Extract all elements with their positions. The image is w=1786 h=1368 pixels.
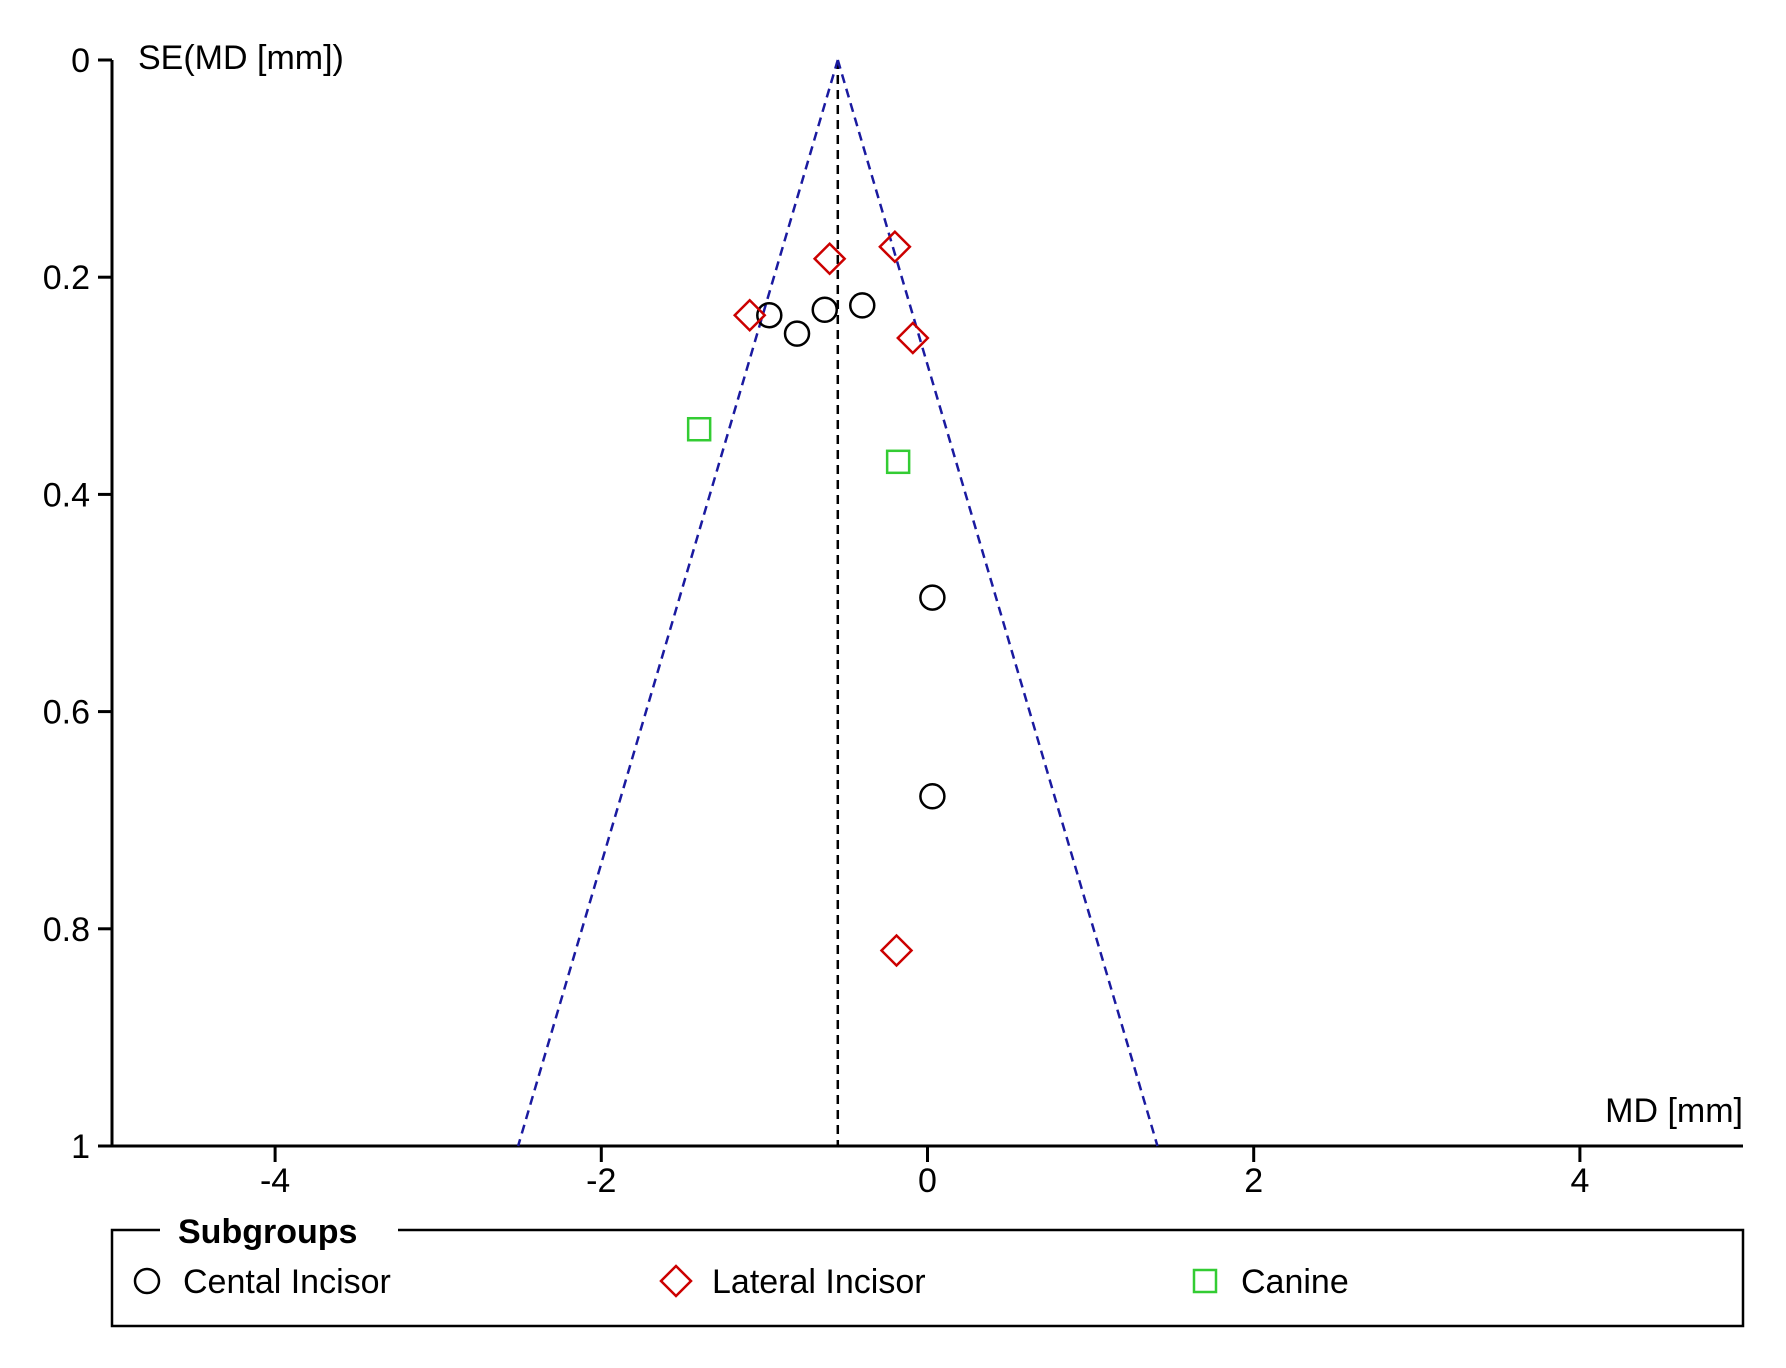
y-tick-label: 0 [71, 42, 90, 80]
funnel-right-limit [836, 59, 1159, 1147]
legend: Subgroups Cental Incisor Lateral Incisor C… [110, 1213, 1745, 1328]
x-tick-label: -2 [586, 1162, 616, 1200]
funnel-left-limit [516, 59, 839, 1147]
data-point-cental-incisor [783, 320, 811, 347]
x-tick-label: 0 [918, 1162, 937, 1200]
x-tick-label: 4 [1570, 1162, 1589, 1200]
data-point-lateral-incisor [896, 321, 930, 355]
data-point-cental-incisor [919, 783, 946, 810]
y-tick-label: 0.2 [43, 259, 90, 297]
data-point-canine [885, 449, 911, 475]
y-axis-title: SE(MD [mm]) [138, 39, 344, 77]
legend-title: Subgroups [178, 1213, 357, 1251]
data-point-cental-incisor [811, 296, 838, 324]
x-ticks: -4 -2 0 2 4 [260, 1146, 1589, 1200]
legend-frame [110, 1228, 1745, 1328]
legend-marker-lateral-incisor [659, 1264, 693, 1298]
data-point-lateral-incisor [812, 241, 847, 276]
legend-label-lateral-incisor: Lateral Incisor [712, 1263, 926, 1301]
data-point-lateral-incisor [878, 230, 912, 264]
axes [110, 60, 1743, 1148]
legend-label-canine: Canine [1241, 1263, 1349, 1301]
data-point-cental-incisor [919, 584, 946, 611]
data-point-canine [686, 416, 712, 442]
y-tick-label: 0.8 [43, 911, 90, 949]
legend-marker-canine [1192, 1268, 1218, 1294]
data-point-cental-incisor [756, 301, 783, 329]
legend-entries: Cental Incisor Lateral Incisor Canine [133, 1263, 1349, 1301]
y-tick-label: 0.4 [43, 476, 90, 514]
data-point-lateral-incisor [879, 933, 914, 968]
y-ticks: 0 0.2 0.4 0.6 0.8 1 [43, 42, 112, 1166]
y-tick-label: 1 [71, 1128, 90, 1166]
x-tick-label: 2 [1244, 1162, 1263, 1200]
x-tick-label: -4 [260, 1162, 290, 1200]
funnel [516, 59, 1159, 1147]
legend-marker-cental-incisor [133, 1267, 161, 1295]
y-tick-label: 0.6 [43, 694, 90, 732]
x-axis-title: MD [mm] [1605, 1092, 1743, 1130]
data-point-lateral-incisor [732, 298, 767, 332]
data-points [686, 230, 946, 968]
data-point-cental-incisor [849, 292, 876, 319]
legend-label-cental-incisor: Cental Incisor [183, 1263, 391, 1301]
